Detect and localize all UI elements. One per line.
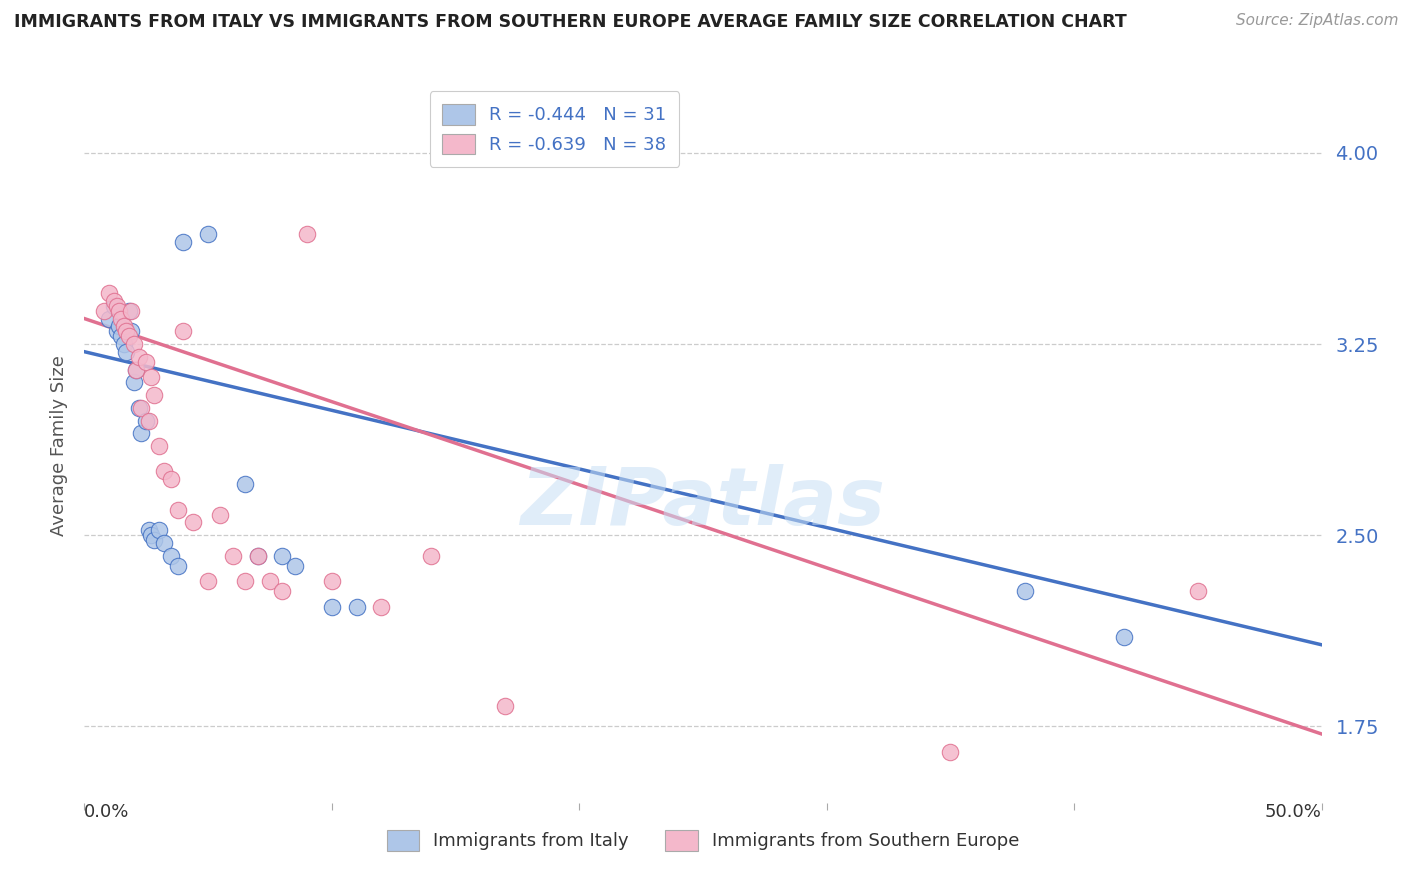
Text: Source: ZipAtlas.com: Source: ZipAtlas.com [1236,13,1399,29]
Point [246,549,269,563]
Point [160,472,183,486]
Point [246,549,269,563]
Point [209,508,232,522]
Point [152,465,174,479]
Point [141,370,163,384]
Point [105,324,128,338]
Point [419,549,441,563]
Point [108,304,131,318]
Point [233,477,256,491]
Point [122,376,145,390]
Point [122,337,145,351]
Point [138,523,160,537]
Point [222,549,245,563]
Point [271,584,294,599]
Point [98,286,121,301]
Point [129,426,152,441]
Point [115,344,138,359]
Point [152,536,174,550]
Point [112,319,135,334]
Point [233,574,256,588]
Point [259,574,281,588]
Point [370,599,392,614]
Point [125,362,148,376]
Point [197,227,219,242]
Legend: Immigrants from Italy, Immigrants from Southern Europe: Immigrants from Italy, Immigrants from S… [380,822,1026,858]
Point [1014,584,1036,599]
Point [167,558,190,573]
Text: ZIPatlas: ZIPatlas [520,464,886,542]
Point [181,516,204,530]
Y-axis label: Average Family Size: Average Family Size [49,356,67,536]
Point [142,533,165,548]
Point [142,388,165,402]
Point [129,401,152,415]
Point [120,304,142,318]
Point [135,355,157,369]
Point [110,311,132,326]
Point [148,439,170,453]
Point [105,299,128,313]
Text: 50.0%: 50.0% [1265,803,1322,821]
Point [118,329,141,343]
Point [138,413,160,427]
Point [115,324,138,338]
Point [110,329,132,343]
Point [494,698,516,713]
Point [120,324,142,338]
Point [141,528,163,542]
Point [103,293,125,308]
Point [284,558,307,573]
Point [148,523,170,537]
Point [295,227,318,242]
Text: IMMIGRANTS FROM ITALY VS IMMIGRANTS FROM SOUTHERN EUROPE AVERAGE FAMILY SIZE COR: IMMIGRANTS FROM ITALY VS IMMIGRANTS FROM… [14,13,1126,31]
Point [118,304,141,318]
Text: 0.0%: 0.0% [84,803,129,821]
Point [1112,630,1135,644]
Point [271,549,294,563]
Point [93,304,115,318]
Point [112,337,135,351]
Point [1187,584,1209,599]
Point [135,413,157,427]
Point [160,549,183,563]
Point [172,324,194,338]
Point [167,502,190,516]
Point [128,350,150,364]
Point [346,599,368,614]
Point [108,319,131,334]
Point [197,574,219,588]
Point [128,401,150,415]
Point [125,362,148,376]
Point [103,299,125,313]
Point [321,574,343,588]
Point [939,745,962,759]
Point [98,311,121,326]
Point [172,235,194,249]
Point [321,599,343,614]
